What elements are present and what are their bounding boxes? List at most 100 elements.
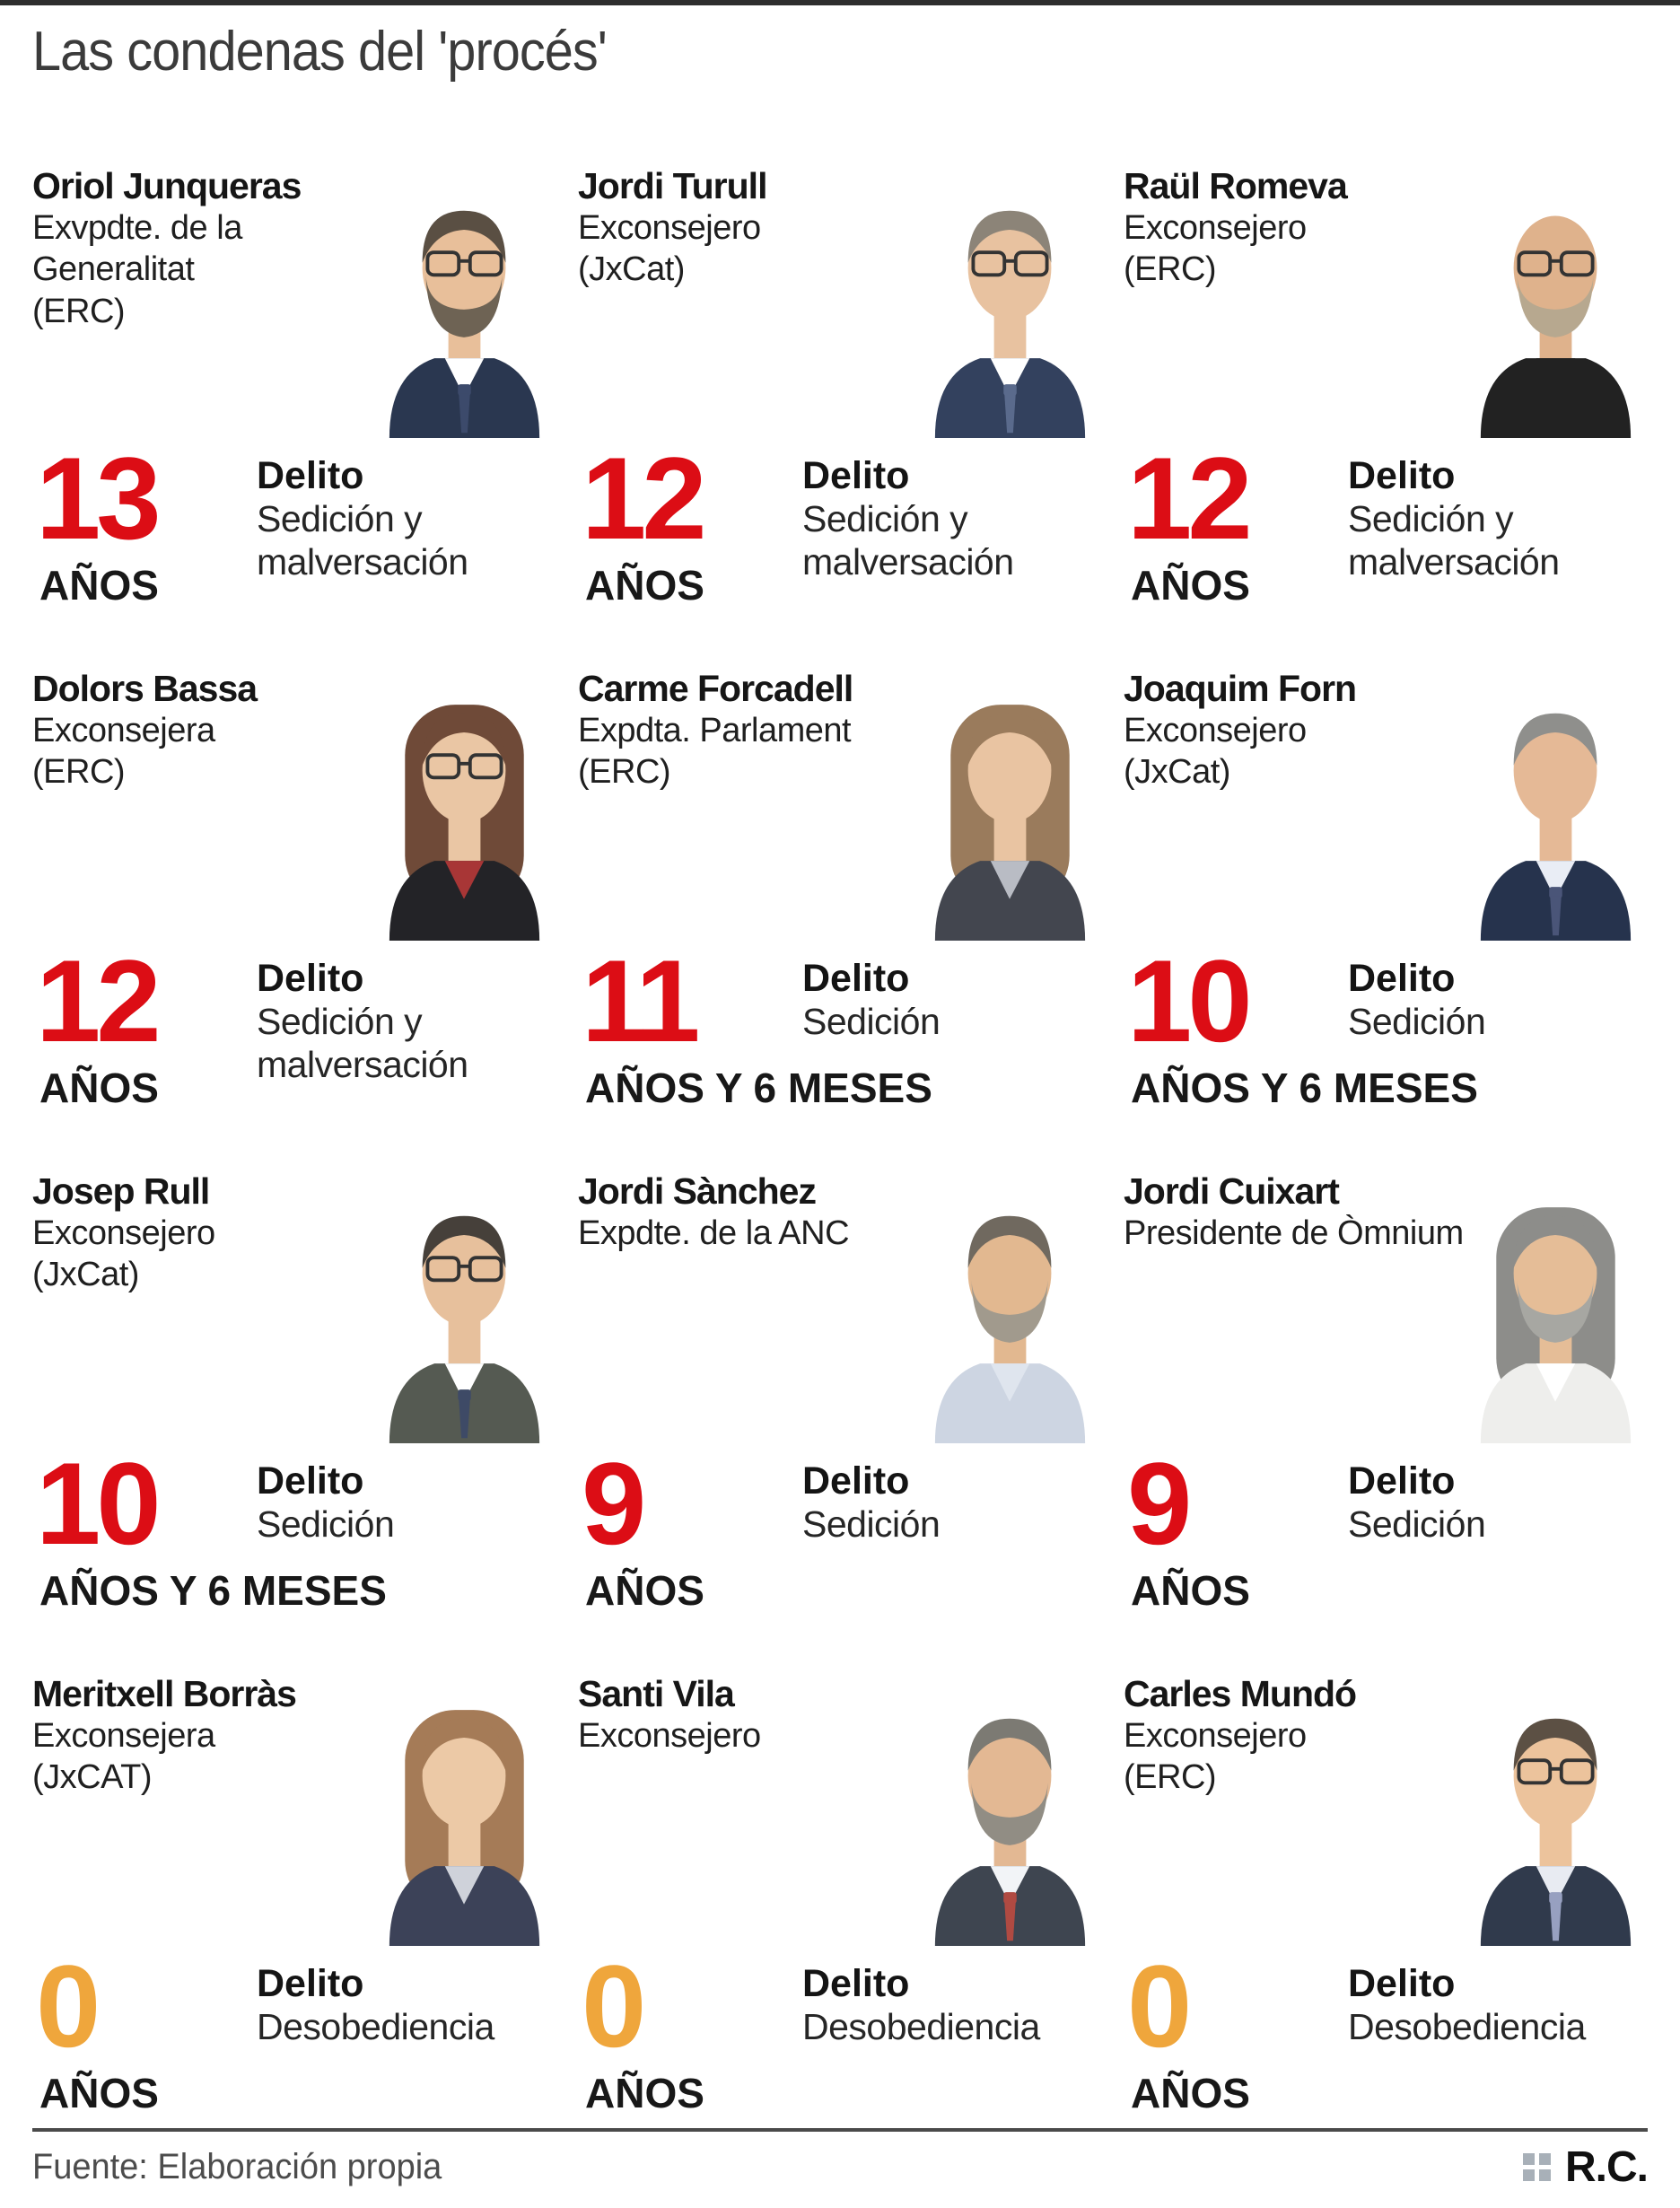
crime-column: Delito Sedición — [802, 1456, 941, 1615]
person-role: Exvpdte. de la Generalitat — [32, 208, 242, 289]
portrait-silhouette-icon — [934, 1718, 1086, 1946]
person-info: Carles Mundó Exconsejero (ERC) — [1124, 1613, 1464, 1799]
person-photo — [1464, 1183, 1648, 1443]
portrait-silhouette-icon — [389, 705, 540, 941]
person-role: Exconsejero — [1124, 208, 1307, 247]
sentence-block: 9 AÑOS Delito Sedición — [1124, 1438, 1648, 1615]
portrait-silhouette-icon — [1480, 215, 1632, 438]
crime-column: Delito Sedición — [257, 1456, 395, 1615]
people-grid: Oriol Junqueras Exvpdte. de la Generalit… — [0, 105, 1680, 2116]
crime-text: Sedición — [1348, 1503, 1486, 1546]
person-info: Jordi Cuixart Presidente de Òmnium — [1124, 1110, 1464, 1254]
crime-text: Sedición y malversación — [802, 498, 1014, 583]
person-info: Jordi Turull Exconsejero (JxCat) — [578, 105, 918, 291]
person-role: Exconsejero — [32, 1214, 215, 1252]
portrait-silhouette-icon — [1480, 713, 1632, 941]
person-card-top: Oriol Junqueras Exvpdte. de la Generalit… — [32, 105, 556, 442]
sentence-years: 0 — [582, 1941, 646, 2072]
person-photo — [372, 1686, 556, 1946]
sentence-years: 0 — [36, 1941, 101, 2072]
person-card: Joaquim Forn Exconsejero (JxCat) 10 AÑOS… — [1124, 608, 1648, 1112]
person-card: Meritxell Borràs Exconsejera (JxCAT) 0 A… — [32, 1613, 556, 2116]
brand-logo: R.C. — [1565, 2143, 1649, 2191]
sentence-years: 10 — [1127, 935, 1253, 1066]
person-name: Joaquim Forn — [1124, 668, 1357, 709]
person-photo — [372, 680, 556, 941]
person-info: Raül Romeva Exconsejero (ERC) — [1124, 105, 1464, 291]
delito-label: Delito — [257, 957, 364, 1000]
crime-text: Sedición y malversación — [257, 1001, 468, 1086]
page-title: Las condenas del 'procés' — [32, 21, 608, 83]
sentence-unit: AÑOS — [1131, 561, 1250, 609]
person-role: Expdta. Parlament — [578, 711, 852, 749]
person-role: Exconsejero — [578, 208, 761, 247]
person-party: (JxCat) — [1124, 753, 1230, 792]
person-role: Expdte. de la ANC — [578, 1214, 850, 1252]
crime-text: Desobediencia — [1348, 2006, 1586, 2048]
crime-column: Delito Desobediencia — [1348, 1958, 1586, 2117]
crime-column: Delito Desobediencia — [802, 1958, 1040, 2117]
sentence-number-column: 13 AÑOS — [32, 440, 257, 609]
portrait-silhouette-icon — [934, 1215, 1086, 1443]
sentence-block: 10 AÑOS Y 6 MESES Delito Sedición — [32, 1438, 556, 1615]
person-info: Dolors Bassa Exconsejera (ERC) — [32, 608, 372, 793]
delito-label: Delito — [1348, 1962, 1456, 2005]
person-card-top: Josep Rull Exconsejero (JxCat) — [32, 1110, 556, 1447]
person-card: Jordi Sànchez Expdte. de la ANC 9 AÑOS D… — [578, 1110, 1102, 1615]
top-rule — [0, 0, 1680, 5]
crime-text: Desobediencia — [802, 2006, 1040, 2048]
person-card-top: Carles Mundó Exconsejero (ERC) — [1124, 1613, 1648, 1950]
crime-column: Delito Sedición y malversación — [802, 451, 1102, 609]
sentence-unit: AÑOS — [39, 561, 159, 609]
person-info: Carme Forcadell Expdta. Parlament (ERC) — [578, 608, 918, 793]
sentence-block: 11 AÑOS Y 6 MESES Delito Sedición — [578, 942, 1102, 1112]
sentence-number-column: 9 AÑOS — [1124, 1438, 1348, 1615]
sentence-block: 12 AÑOS Delito Sedición y malversación — [32, 942, 556, 1112]
sentence-years: 9 — [1127, 1438, 1192, 1569]
person-card-top: Raül Romeva Exconsejero (ERC) — [1124, 105, 1648, 442]
person-party: (ERC) — [32, 292, 126, 330]
sentence-unit: AÑOS — [585, 561, 704, 609]
sentence-block: 0 AÑOS Delito Desobediencia — [1124, 1941, 1648, 2117]
sentence-unit: AÑOS Y 6 MESES — [39, 1566, 387, 1614]
person-role: Presidente de Òmnium — [1124, 1214, 1464, 1252]
person-name: Josep Rull — [32, 1170, 210, 1212]
person-name: Oriol Junqueras — [32, 165, 302, 206]
sentence-number-column: 10 AÑOS Y 6 MESES — [1124, 935, 1478, 1112]
person-card: Carme Forcadell Expdta. Parlament (ERC) … — [578, 608, 1102, 1112]
sentence-years: 12 — [582, 433, 707, 564]
sentence-years: 0 — [1127, 1941, 1192, 2072]
person-info: Oriol Junqueras Exvpdte. de la Generalit… — [32, 105, 372, 332]
source-note: Fuente: Elaboración propia — [32, 2147, 442, 2186]
delito-label: Delito — [257, 1962, 364, 2005]
footer: Fuente: Elaboración propia R.C. — [32, 2128, 1649, 2192]
portrait-silhouette-icon — [389, 210, 540, 438]
person-party: (ERC) — [32, 753, 126, 792]
person-card-top: Dolors Bassa Exconsejera (ERC) — [32, 608, 556, 944]
person-name: Santi Vila — [578, 1673, 735, 1714]
brand: R.C. — [1523, 2142, 1649, 2192]
sentence-unit: AÑOS Y 6 MESES — [585, 1064, 932, 1111]
crime-column: Delito Sedición y malversación — [257, 451, 556, 609]
sentence-block: 9 AÑOS Delito Sedición — [578, 1445, 1102, 1615]
delito-label: Delito — [802, 1459, 910, 1503]
sentence-number-column: 12 AÑOS — [1124, 440, 1348, 609]
sentence-number-column: 0 AÑOS — [578, 1941, 802, 2117]
crime-text: Sedición y malversación — [257, 498, 468, 583]
person-card-top: Joaquim Forn Exconsejero (JxCat) — [1124, 608, 1648, 944]
crime-text: Sedición — [802, 1001, 941, 1043]
crime-text: Sedición y malversación — [1348, 498, 1560, 583]
person-name: Jordi Sànchez — [578, 1170, 817, 1212]
sentence-years: 10 — [36, 1438, 162, 1569]
person-photo — [918, 1183, 1102, 1443]
person-photo — [1464, 1686, 1648, 1946]
person-info: Santi Vila Exconsejero — [578, 1613, 918, 1757]
portrait-silhouette-icon — [389, 1215, 540, 1443]
person-name: Raül Romeva — [1124, 165, 1348, 206]
sentence-unit: AÑOS — [39, 1064, 159, 1111]
sentence-number-column: 12 AÑOS — [578, 433, 802, 609]
sentence-block: 0 AÑOS Delito Desobediencia — [32, 1941, 556, 2117]
person-card-top: Jordi Turull Exconsejero (JxCat) — [578, 105, 1102, 442]
person-card: Jordi Cuixart Presidente de Òmnium 9 AÑO… — [1124, 1110, 1648, 1615]
person-card-top: Carme Forcadell Expdta. Parlament (ERC) — [578, 608, 1102, 944]
